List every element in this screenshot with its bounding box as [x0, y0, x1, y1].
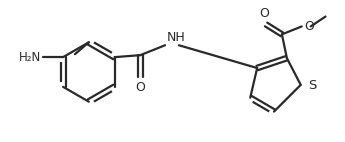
Text: O: O [135, 81, 145, 94]
Text: O: O [305, 20, 315, 33]
Text: H₂N: H₂N [19, 51, 41, 64]
Text: NH: NH [167, 31, 186, 44]
Text: S: S [308, 79, 316, 92]
Text: O: O [259, 8, 269, 20]
